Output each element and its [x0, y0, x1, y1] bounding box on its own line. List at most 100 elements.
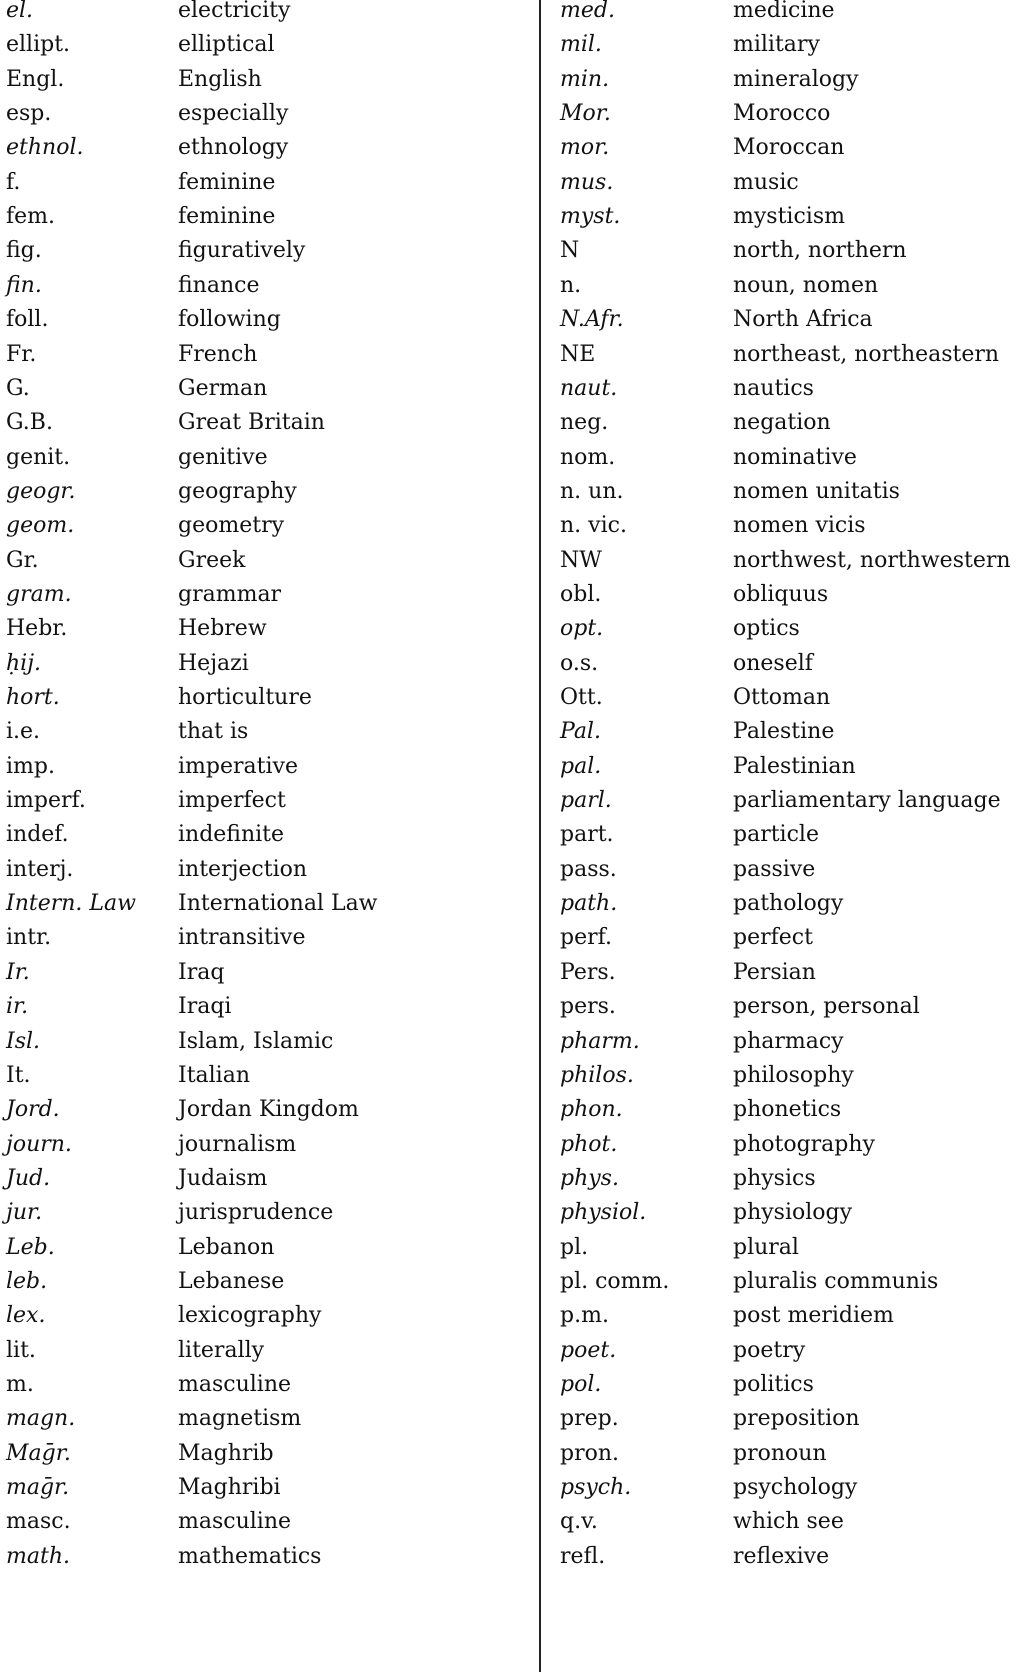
abbreviation-meaning: northwest, northwestern [733, 547, 1011, 573]
abbreviation-meaning: preposition [733, 1406, 860, 1432]
abbreviation-meaning: politics [733, 1372, 814, 1397]
abbreviation-meaning: parliamentary language [733, 788, 1001, 814]
abbreviation: Engl. [6, 66, 65, 92]
abbreviation: masc. [6, 1509, 71, 1535]
abbreviation-meaning: grammar [178, 581, 282, 607]
abbreviation-meaning: mathematics [178, 1543, 322, 1569]
abbreviation: o.s. [560, 650, 599, 676]
abbreviation: pers. [560, 994, 616, 1020]
abbreviation-meaning: noun, nomen [733, 272, 879, 298]
abbreviation: magn. [6, 1406, 76, 1432]
abbreviation-meaning: intransitive [178, 925, 306, 951]
abbreviation: phon. [560, 1097, 623, 1123]
abbreviation: path. [560, 891, 618, 917]
abbreviation: i.e. [6, 719, 41, 745]
abbreviation-meaning: particle [733, 822, 819, 848]
abbreviation-meaning: pluralis communis [733, 1268, 939, 1294]
abbreviation: pron. [560, 1440, 620, 1466]
abbreviation-meaning: English [178, 66, 262, 92]
abbreviation-meaning: French [178, 341, 258, 367]
abbreviation: physiol. [560, 1200, 647, 1226]
abbreviation-meaning: north, northern [733, 238, 907, 264]
abbreviation-meaning: Judaism [178, 1165, 268, 1191]
abbreviation: ḥij. [6, 650, 42, 676]
abbreviation-meaning: passive [733, 856, 816, 882]
abbreviation: journ. [6, 1131, 72, 1157]
abbreviation: med. [560, 0, 615, 23]
abbreviation: m. [6, 1372, 34, 1397]
abbreviation-meaning: Maghribi [178, 1475, 281, 1501]
abbreviation: psych. [560, 1475, 632, 1501]
abbreviation: esp. [6, 101, 52, 127]
abbreviation-meaning: psychology [733, 1475, 858, 1501]
column-divider [539, 0, 541, 1672]
abbreviation-meaning: reflexive [733, 1543, 830, 1569]
abbreviation: refl. [560, 1543, 606, 1569]
abbreviation: phot. [560, 1131, 618, 1157]
abbreviation-meaning: nomen vicis [733, 513, 866, 539]
abbreviation-meaning: Palestine [733, 719, 835, 745]
abbreviation-meaning: mineralogy [733, 66, 859, 92]
abbreviation: perf. [560, 925, 612, 951]
abbreviation-meaning: pathology [733, 891, 844, 917]
abbreviation: geogr. [6, 478, 76, 504]
abbreviation-meaning: masculine [178, 1509, 292, 1535]
abbreviation-meaning: oneself [733, 650, 813, 676]
abbreviation-meaning: plural [733, 1234, 799, 1260]
abbreviation-meaning: pharmacy [733, 1028, 844, 1054]
abbreviation-meaning: photography [733, 1131, 875, 1157]
abbreviation: parl. [560, 788, 612, 814]
abbreviation: interj. [6, 856, 74, 882]
abbreviation: ethnol. [6, 135, 84, 161]
abbreviation-meaning: Persian [733, 959, 816, 985]
abbreviation: Maḡr. [6, 1440, 71, 1466]
abbreviation-meaning: Greek [178, 547, 246, 573]
abbreviation-meaning: imperative [178, 753, 298, 779]
abbreviation-meaning: nomen unitatis [733, 478, 900, 504]
abbreviation-meaning: music [733, 169, 799, 195]
abbreviation: Ott. [560, 685, 603, 710]
abbreviation-meaning: magnetism [178, 1406, 302, 1432]
abbreviation: N [560, 238, 580, 264]
abbreviation: nom. [560, 444, 616, 470]
abbreviation-meaning: Hebrew [178, 616, 267, 642]
abbreviation: fig. [6, 238, 42, 264]
abbreviation: pal. [560, 753, 602, 779]
abbreviation-meaning: Iraqi [178, 994, 232, 1020]
abbreviation-meaning: physics [733, 1165, 816, 1191]
abbreviation-meaning: Ottoman [733, 685, 831, 710]
abbreviation-meaning: philosophy [733, 1062, 854, 1088]
abbreviation-meaning: obliquus [733, 581, 829, 607]
abbreviation: math. [6, 1543, 70, 1569]
abbreviation-meaning: mysticism [733, 204, 845, 230]
abbreviation: n. un. [560, 478, 624, 504]
abbreviation-meaning: Lebanese [178, 1268, 285, 1294]
abbreviation-meaning: International Law [178, 891, 378, 917]
abbreviation: pass. [560, 856, 617, 882]
abbreviation-meaning: geography [178, 478, 297, 504]
abbreviation: Isl. [6, 1028, 41, 1054]
abbreviation-meaning: especially [178, 101, 289, 127]
abbreviation: N.Afr. [560, 307, 624, 333]
abbreviation-meaning: electricity [178, 0, 291, 23]
abbreviation: Pal. [560, 719, 601, 745]
abbreviation: q.v. [560, 1509, 598, 1535]
abbreviation-meaning: Italian [178, 1062, 251, 1088]
abbreviation: fem. [6, 204, 56, 230]
abbreviation: naut. [560, 375, 618, 401]
abbreviation-meaning: Islam, Islamic [178, 1028, 334, 1054]
abbreviation: ir. [6, 994, 29, 1020]
abbreviation: Jord. [6, 1097, 60, 1123]
abbreviation-meaning: geometry [178, 513, 285, 539]
abbreviation-meaning: Palestinian [733, 753, 856, 779]
abbreviation-meaning: nominative [733, 444, 857, 470]
abbreviation: NW [560, 547, 602, 573]
abbreviation-meaning: feminine [178, 204, 276, 230]
abbreviation-meaning: pronoun [733, 1440, 827, 1466]
abbreviation-meaning: Hejazi [178, 650, 249, 676]
abbreviation-meaning: German [178, 375, 268, 401]
abbreviation: pl. comm. [560, 1268, 670, 1294]
abbreviation: n. vic. [560, 513, 627, 539]
abbreviation-meaning: that is [178, 719, 249, 745]
